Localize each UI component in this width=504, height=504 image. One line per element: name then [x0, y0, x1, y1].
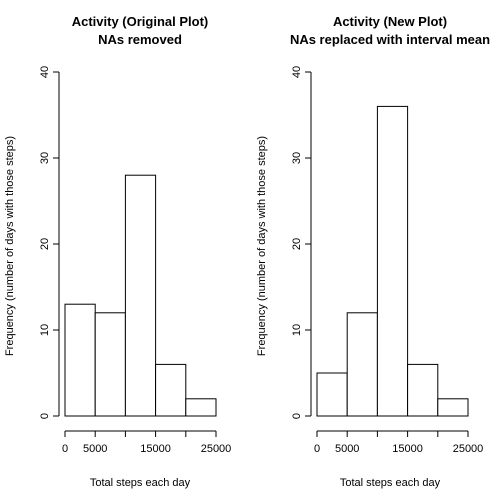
y-tick-label: 0	[39, 413, 51, 419]
y-tick-label: 20	[291, 238, 303, 250]
y-tick-label: 40	[291, 66, 303, 78]
histogram-bar	[376, 105, 409, 417]
x-tick-label: 15000	[140, 443, 171, 455]
chart-subtitle: NAs removed	[98, 32, 182, 47]
histogram-bar	[346, 312, 378, 417]
histogram-bar	[437, 398, 469, 417]
y-axis-label: Frequency (number of days with those ste…	[4, 136, 16, 356]
y-tick-label: 40	[39, 66, 51, 78]
y-tick-label: 10	[39, 324, 51, 336]
histogram-panel-new: Activity (New Plot) NAs replaced with int…	[256, 14, 490, 489]
y-tick-label: 20	[39, 238, 51, 250]
x-tick-label: 15000	[392, 443, 423, 455]
histogram-bar	[155, 363, 187, 417]
chart-title: Activity (Original Plot)	[72, 14, 209, 29]
x-tick-label: 25000	[201, 443, 232, 455]
y-tick-label: 30	[291, 152, 303, 164]
x-axis-label: Total steps each day	[90, 477, 191, 489]
x-tick-label: 5000	[335, 443, 359, 455]
x-tick-label: 5000	[83, 443, 107, 455]
histogram-panel-original: Activity (Original Plot) NAs removed 0 10 20…	[4, 14, 231, 489]
y-tick-label: 30	[39, 152, 51, 164]
histogram-bar	[316, 372, 348, 417]
chart-subtitle: NAs replaced with interval mean	[290, 32, 490, 47]
histogram-bar	[407, 363, 439, 417]
x-tick-label: 0	[314, 443, 320, 455]
chart-title: Activity (New Plot)	[333, 14, 447, 29]
y-axis-label: Frequency (number of days with those ste…	[256, 136, 268, 356]
histogram-bar	[124, 174, 157, 417]
x-axis-label: Total steps each day	[340, 477, 441, 489]
histogram-bar	[185, 398, 217, 417]
y-tick-label: 0	[291, 413, 303, 419]
histogram-bar	[64, 303, 96, 417]
x-tick-label: 25000	[453, 443, 484, 455]
y-tick-label: 10	[291, 324, 303, 336]
x-tick-label: 0	[62, 443, 68, 455]
histogram-bar	[94, 312, 126, 417]
